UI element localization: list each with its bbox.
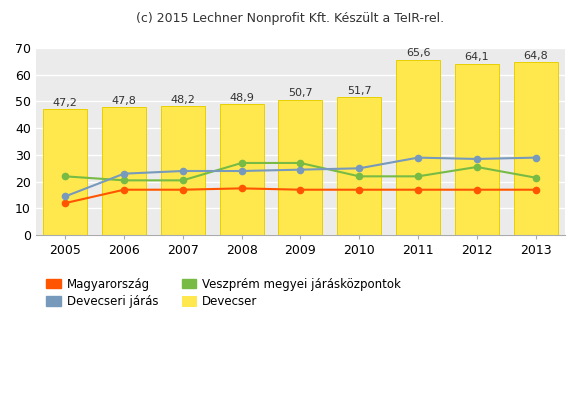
Devecseri járás: [356, 166, 362, 171]
Veszprém megyei járásközpontok: [179, 178, 186, 183]
Veszprém megyei járásközpontok: [532, 175, 539, 180]
Text: 64,8: 64,8: [523, 50, 548, 60]
Devecseri járás: [532, 155, 539, 160]
Veszprém megyei járásközpontok: [121, 178, 128, 183]
Line: Veszprém megyei járásközpontok: Veszprém megyei járásközpontok: [61, 159, 539, 184]
Text: 47,8: 47,8: [111, 96, 136, 106]
Text: 65,6: 65,6: [406, 48, 430, 58]
Magyarország: [62, 201, 69, 206]
Text: 51,7: 51,7: [347, 86, 372, 96]
Line: Devecseri járás: Devecseri járás: [61, 154, 539, 200]
Bar: [513, 62, 557, 235]
Legend: Magyarország, Devecseri járás, Veszprém megyei járásközpontok, Devecser: Magyarország, Devecseri járás, Veszprém …: [42, 273, 405, 312]
Text: 50,7: 50,7: [288, 88, 313, 98]
Magyarország: [473, 187, 480, 192]
Bar: [337, 97, 381, 235]
Magyarország: [356, 187, 362, 192]
Devecseri járás: [62, 194, 69, 199]
Magyarország: [532, 187, 539, 192]
Bar: [396, 60, 440, 235]
Veszprém megyei járásközpontok: [297, 160, 304, 165]
Text: 47,2: 47,2: [53, 98, 78, 108]
Line: Magyarország: Magyarország: [61, 184, 539, 207]
Devecseri járás: [473, 156, 480, 161]
Magyarország: [179, 187, 186, 192]
Bar: [278, 100, 322, 235]
Devecseri járás: [121, 171, 128, 176]
Text: 64,1: 64,1: [465, 52, 489, 62]
Bar: [102, 107, 146, 235]
Text: 48,2: 48,2: [171, 95, 195, 105]
Veszprém megyei járásközpontok: [473, 164, 480, 169]
Devecseri járás: [297, 167, 304, 172]
Text: (c) 2015 Lechner Nonprofit Kft. Készült a TeIR-rel.: (c) 2015 Lechner Nonprofit Kft. Készült …: [136, 12, 444, 25]
Bar: [161, 106, 205, 235]
Magyarország: [297, 187, 304, 192]
Veszprém megyei járásközpontok: [356, 174, 362, 179]
Devecseri járás: [179, 168, 186, 173]
Magyarország: [415, 187, 422, 192]
Veszprém megyei járásközpontok: [238, 160, 245, 165]
Devecseri járás: [415, 155, 422, 160]
Bar: [44, 109, 88, 235]
Veszprém megyei járásközpontok: [415, 174, 422, 179]
Bar: [455, 64, 499, 235]
Magyarország: [238, 186, 245, 191]
Devecseri járás: [238, 168, 245, 173]
Bar: [220, 104, 264, 235]
Text: 48,9: 48,9: [229, 93, 254, 103]
Veszprém megyei járásközpontok: [62, 174, 69, 179]
Magyarország: [121, 187, 128, 192]
